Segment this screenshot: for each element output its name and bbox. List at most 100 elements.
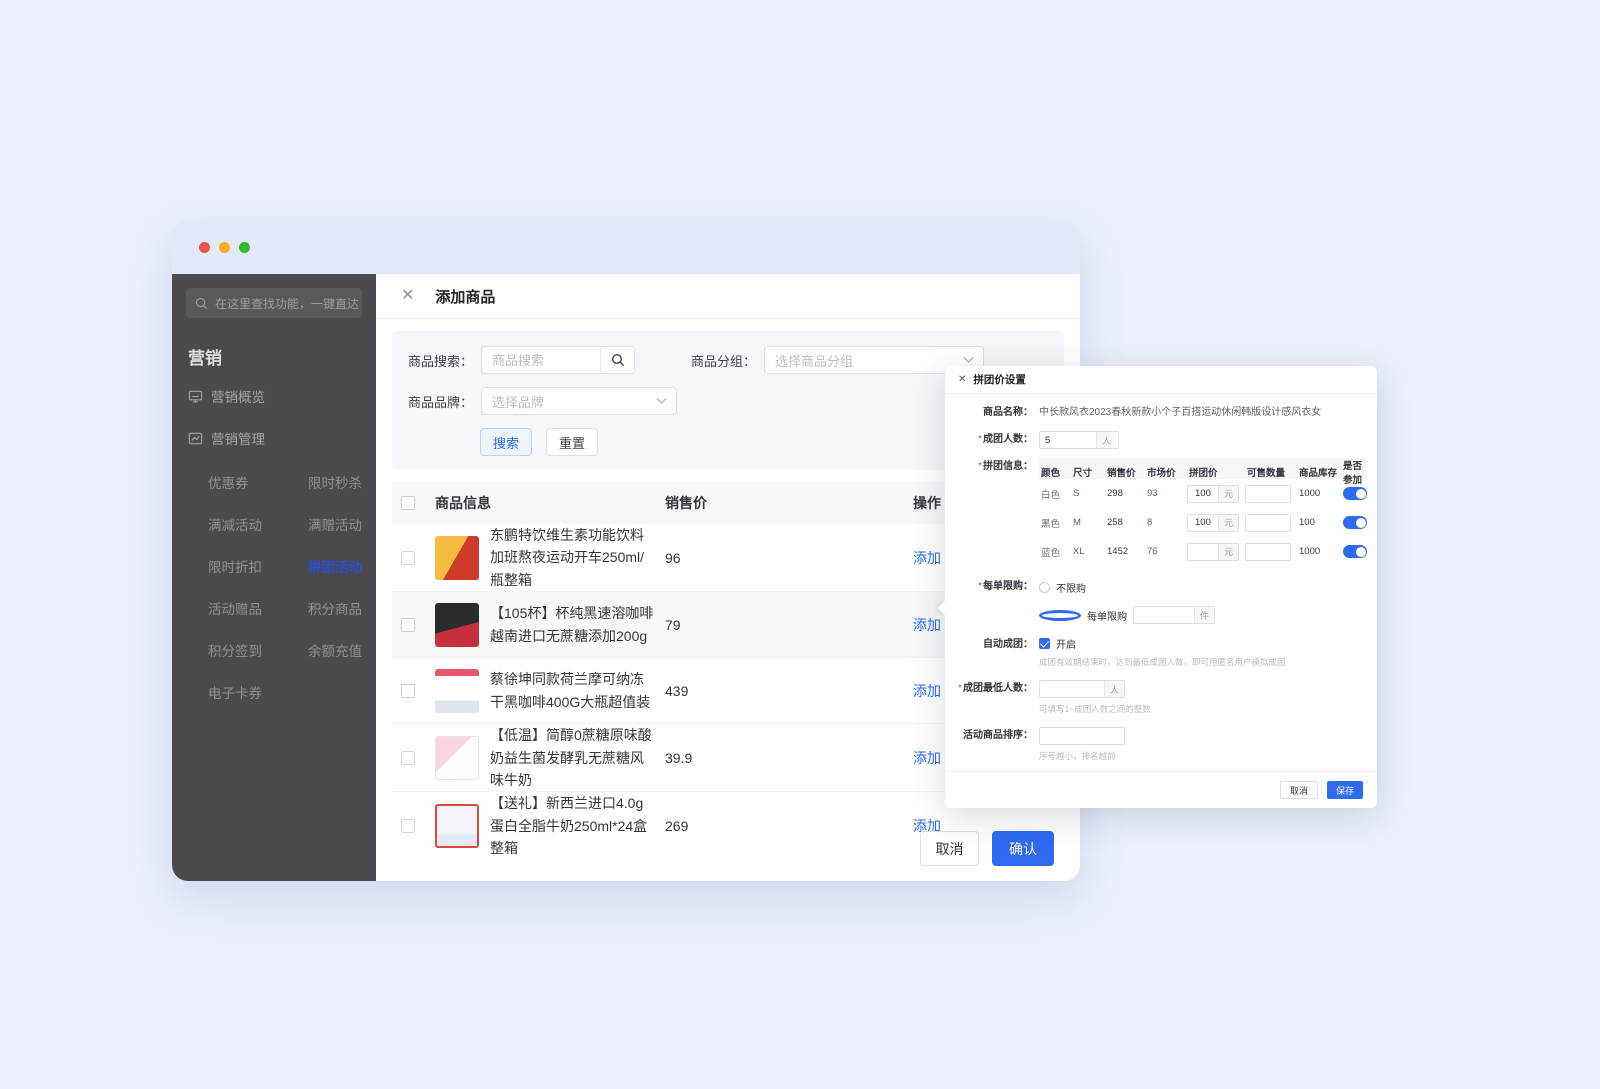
sidebar-item-points-signin[interactable]: 积分签到 — [208, 644, 262, 659]
sku-stock: 1000 — [1299, 488, 1321, 499]
product-group-placeholder: 选择商品分组 — [775, 353, 854, 369]
sku-size: XL — [1073, 546, 1085, 557]
sku-color: 蓝色 — [1041, 547, 1061, 559]
reset-button[interactable]: 重置 — [546, 428, 599, 456]
chart-board-icon — [188, 432, 203, 444]
sku-size: M — [1073, 517, 1081, 528]
popover-header: ✕ 拼团价设置 — [945, 366, 1377, 394]
popover-title: 拼团价设置 — [973, 374, 1026, 386]
minimize-window-button[interactable] — [219, 241, 230, 253]
confirm-button[interactable]: 确认 — [992, 831, 1054, 866]
modal-footer: 取消 确认 — [920, 831, 1054, 866]
radio-selected-icon[interactable] — [1039, 609, 1081, 621]
group-price-input[interactable] — [1190, 514, 1218, 531]
close-window-button[interactable] — [199, 241, 210, 253]
add-product-link[interactable]: 添加 — [913, 549, 941, 566]
cancel-button[interactable]: 取消 — [920, 831, 979, 866]
participate-toggle[interactable] — [1343, 487, 1367, 500]
sellable-qty-field — [1245, 542, 1291, 561]
limit-qty-input[interactable] — [1134, 607, 1194, 623]
sku-color: 黑色 — [1041, 518, 1061, 530]
row-checkbox[interactable] — [401, 818, 415, 833]
row-checkbox[interactable] — [401, 750, 415, 765]
group-price-input[interactable] — [1190, 485, 1218, 502]
unit-yuan: 元 — [1217, 485, 1238, 502]
product-search-label: 商品搜索： — [408, 353, 474, 369]
chevron-down-icon — [963, 357, 974, 363]
add-product-link[interactable]: 添加 — [913, 616, 941, 633]
sku-stock: 1000 — [1299, 546, 1321, 557]
col-stock: 商品库存 — [1299, 468, 1338, 479]
add-product-link[interactable]: 添加 — [913, 749, 941, 766]
unit-people: 人 — [1096, 432, 1117, 448]
row-checkbox[interactable] — [401, 550, 415, 565]
sidebar-item-points-goods[interactable]: 积分商品 — [308, 602, 362, 617]
add-product-link[interactable]: 添加 — [913, 682, 941, 699]
product-price: 269 — [665, 817, 689, 834]
auto-group-option[interactable]: 开启 — [1039, 636, 1286, 651]
sellable-qty-input[interactable] — [1248, 485, 1290, 502]
sidebar-item-time-discount[interactable]: 限时折扣 — [208, 560, 262, 575]
search-button[interactable]: 搜索 — [480, 428, 533, 456]
participate-toggle[interactable] — [1343, 516, 1367, 529]
sidebar-item-coupon[interactable]: 优惠券 — [208, 476, 249, 491]
auto-group-option-label: 开启 — [1056, 640, 1076, 651]
popover-footer: 取消 保存 — [945, 771, 1377, 808]
min-people-input[interactable] — [1040, 681, 1104, 697]
sellable-qty-input[interactable] — [1248, 514, 1290, 531]
product-brand-label: 商品品牌： — [408, 394, 474, 410]
required-mark: * — [978, 581, 982, 592]
sidebar-search-input[interactable]: 在这里查找功能，一键直达 — [186, 288, 362, 318]
popover-cancel-button[interactable]: 取消 — [1279, 781, 1318, 799]
unit-people: 人 — [1103, 681, 1124, 697]
search-submit-button[interactable] — [600, 347, 634, 373]
sku-table: 颜色 尺寸 销售价 市场价 拼团价 可售数量 商品库存 是否参加 白色 S 29… — [1039, 458, 1367, 566]
app-window: 在这里查找功能，一键直达 营销 营销概览 营销管理 优惠券 限时秒杀 满减活动 … — [172, 220, 1080, 881]
sidebar-item-label: 营销管理 — [211, 432, 265, 447]
sidebar-item-flash-sale[interactable]: 限时秒杀 — [308, 476, 362, 491]
sku-table-label: *拼团信息： — [978, 461, 1033, 472]
sidebar-item-full-gift[interactable]: 满赠活动 — [308, 518, 362, 533]
sku-market-price: 76 — [1147, 546, 1158, 557]
product-name: 东鹏特饮维生素功能饮料加班熬夜运动开车250ml/瓶整箱 — [490, 527, 645, 588]
col-size: 尺寸 — [1073, 468, 1093, 479]
sellable-qty-input[interactable] — [1248, 543, 1290, 560]
limit-option-per-order[interactable]: 每单限购 件 — [1039, 606, 1215, 624]
limit-qty-field: 件 — [1133, 606, 1215, 624]
limit-option-unlimited[interactable]: 不限购 — [1039, 578, 1215, 596]
col-sellable-qty: 可售数量 — [1247, 468, 1286, 479]
radio-unselected-icon[interactable] — [1039, 581, 1050, 593]
add-product-link[interactable]: 添加 — [913, 817, 941, 834]
sidebar-item-marketing-management[interactable]: 营销管理 — [172, 417, 376, 459]
select-all-checkbox[interactable] — [401, 496, 415, 510]
group-size-label: *成团人数： — [978, 434, 1033, 445]
table-row: 东鹏特饮维生素功能饮料加班熬夜运动开车250ml/瓶整箱 96 添加 — [392, 524, 1064, 593]
sort-input[interactable] — [1040, 728, 1124, 744]
row-checkbox[interactable] — [401, 683, 415, 698]
close-icon[interactable]: ✕ — [401, 287, 415, 304]
sidebar-item-full-reduction[interactable]: 满减活动 — [208, 518, 262, 533]
monitor-icon — [188, 390, 203, 403]
product-search-input[interactable] — [482, 347, 601, 373]
maximize-window-button[interactable] — [239, 241, 250, 253]
product-name: 【低温】简醇0蔗糖原味酸奶益生菌发酵乳无蔗糖风味牛奶 — [490, 727, 652, 788]
row-checkbox[interactable] — [401, 617, 415, 632]
participate-toggle[interactable] — [1343, 545, 1367, 558]
product-brand-select[interactable]: 选择品牌 — [481, 387, 678, 415]
search-icon — [611, 353, 624, 367]
sidebar-search-placeholder: 在这里查找功能，一键直达 — [215, 296, 360, 311]
product-name: 【送礼】新西兰进口4.0g蛋白全脂牛奶250ml*24盒整箱 — [490, 795, 648, 857]
close-icon[interactable]: ✕ — [958, 374, 967, 385]
popover-save-button[interactable]: 保存 — [1326, 781, 1363, 799]
table-row: 【送礼】新西兰进口4.0g蛋白全脂牛奶250ml*24盒整箱 269 添加 — [392, 792, 1064, 859]
sidebar-item-balance-recharge[interactable]: 余额充值 — [308, 644, 362, 659]
sidebar-item-e-card[interactable]: 电子卡券 — [208, 686, 262, 701]
unit-yuan: 元 — [1217, 514, 1238, 531]
sidebar-item-activity-gift[interactable]: 活动赠品 — [208, 602, 262, 617]
group-size-input[interactable] — [1040, 432, 1096, 448]
group-price-input[interactable] — [1190, 543, 1218, 560]
product-name-label: 商品名称： — [983, 407, 1033, 418]
checkbox-checked-icon[interactable] — [1039, 638, 1050, 649]
sidebar-item-marketing-overview[interactable]: 营销概览 — [172, 375, 376, 417]
sidebar-item-group-buy[interactable]: 拼团活动 — [308, 560, 362, 575]
